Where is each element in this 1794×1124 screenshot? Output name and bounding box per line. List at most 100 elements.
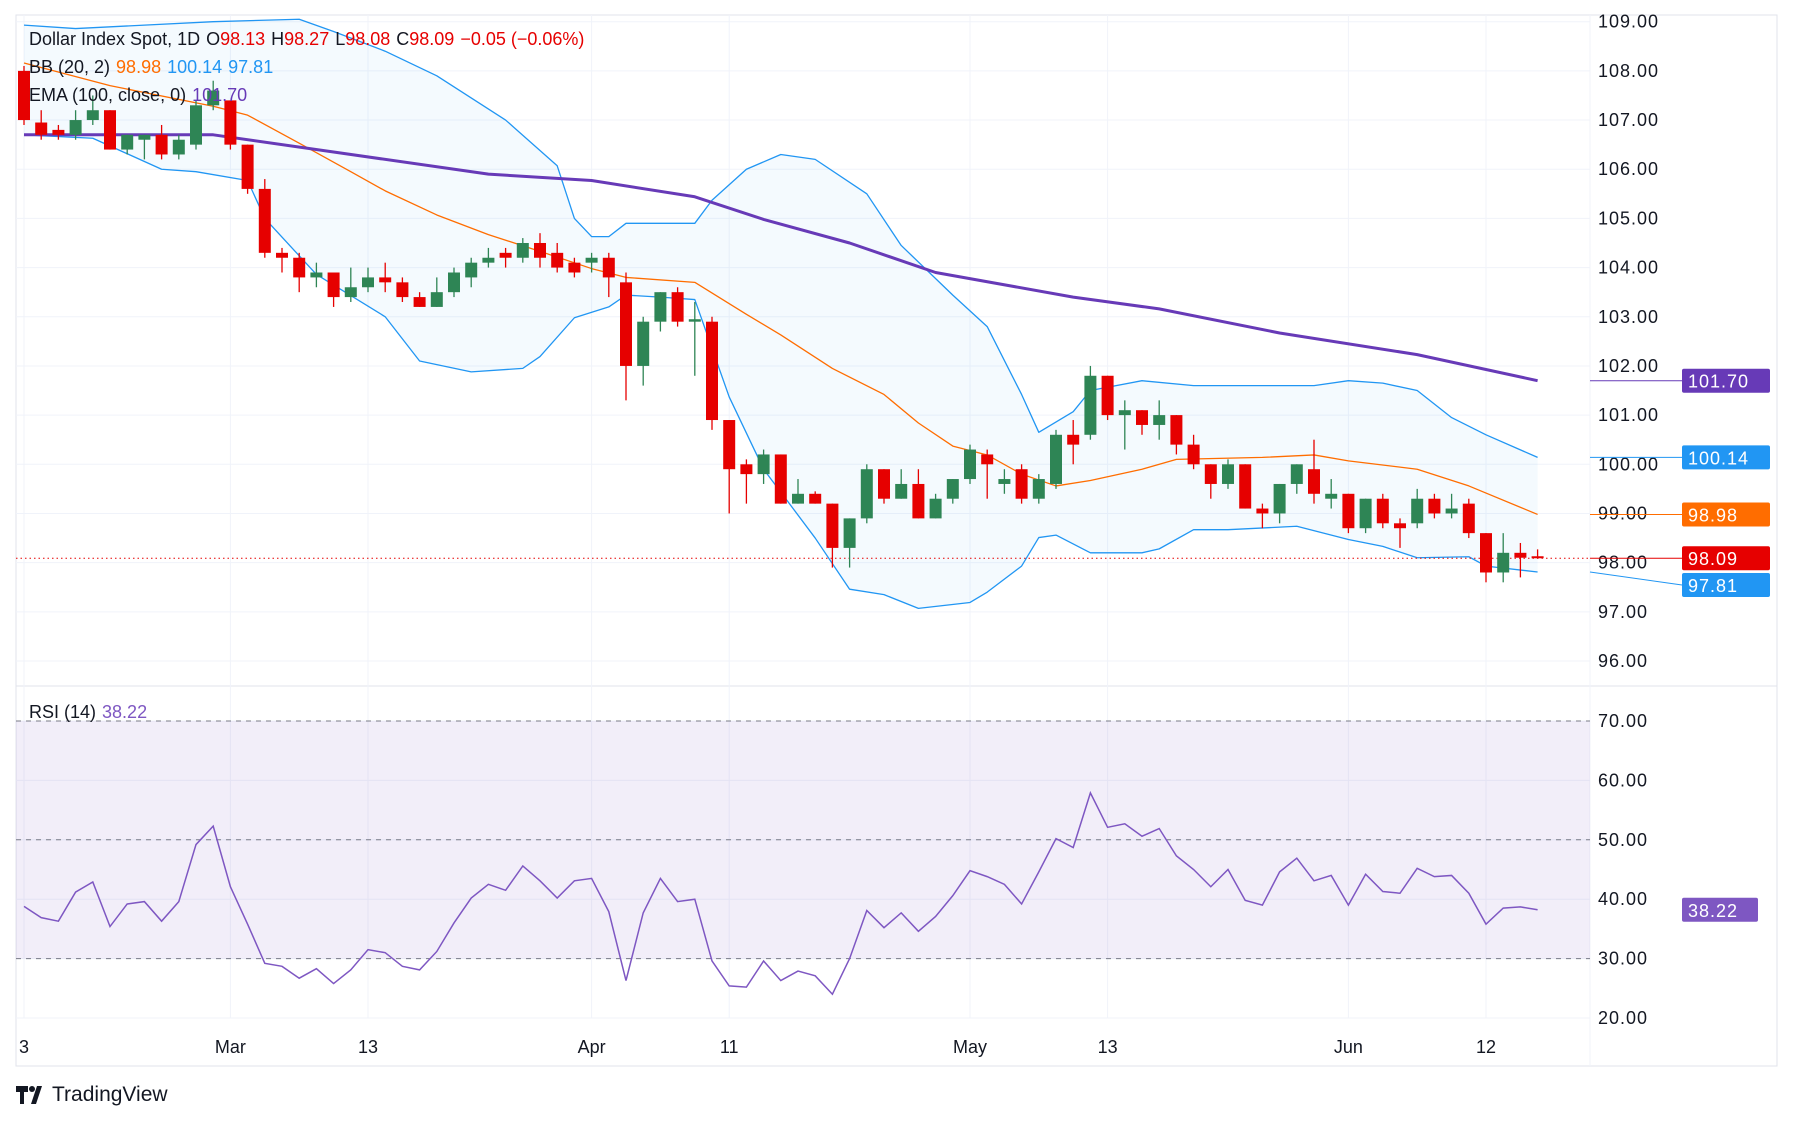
candle [1204,464,1217,499]
candle-body [1170,415,1183,445]
tradingview-logo[interactable]: TradingView [16,1083,168,1107]
candle-body [792,493,804,504]
candle-body [1462,503,1475,534]
rsi-y-tick-label: 40.00 [1598,889,1648,909]
candle-body [276,252,288,258]
candle-body [448,272,460,293]
candle [1497,533,1510,583]
candle [895,469,908,499]
candle-body [1480,533,1492,573]
ema-legend[interactable]: EMA (100, close, 0) 101.70 [29,85,253,106]
x-tick-label: 12 [1476,1037,1496,1057]
candle-body [413,297,426,307]
candle [413,292,426,307]
rsi-legend[interactable]: RSI (14) 38.22 [29,702,153,723]
y-tick-label: 109.00 [1598,12,1659,32]
price-label-text: 97.81 [1688,576,1738,596]
candle-body [998,479,1011,484]
candle-body [1514,552,1527,558]
candle [637,316,650,386]
candle [1015,464,1028,504]
candle-body [1136,410,1148,425]
rsi-y-tick-label: 60.00 [1598,770,1648,790]
candle-body [809,493,822,504]
candle [826,503,839,568]
candle-body [482,257,495,263]
candle-body [1359,498,1372,529]
candle-body [895,483,908,499]
rsi-y-tick-label: 20.00 [1598,1008,1648,1028]
candle [121,134,134,155]
candle [52,124,65,140]
candle-body [1273,483,1286,514]
candle-body [1376,498,1389,524]
candle [69,110,82,140]
candle-body [602,257,615,278]
candle-body [327,272,340,298]
candle [1273,483,1286,524]
candle-body [155,134,168,155]
bb-legend[interactable]: BB (20, 2) 98.98 100.14 97.81 [29,57,279,78]
candle-body [637,321,650,366]
candle [843,518,856,568]
candle-body [929,498,942,519]
x-tick-label: May [953,1037,987,1057]
rsi-line [23,790,1538,996]
candle-body [912,483,925,519]
candle [1308,439,1320,504]
y-tick-label: 108.00 [1598,61,1659,81]
open-label: O [206,29,221,49]
low-label: L [335,29,346,49]
candle [430,277,443,307]
candle-body [138,134,151,140]
candle-body [1342,493,1355,529]
candle-body [172,139,185,155]
candle [1462,498,1475,539]
candle-body [878,469,890,499]
candle [1359,498,1372,534]
close-value: 98.09 [409,29,455,49]
symbol-title: Dollar Index Spot, 1D [29,29,201,49]
open-value: 98.13 [220,29,266,49]
bb-basis-line [23,62,1538,516]
candle [740,459,753,504]
candle [1187,434,1200,470]
bb-label: BB (20, 2) [29,57,111,77]
candle-body [1187,444,1200,465]
candle-body [362,277,374,288]
candle [1514,542,1527,578]
candle [207,80,220,111]
candle-body [18,70,30,121]
candle-body [706,321,718,421]
candle [860,464,873,524]
x-tick-label: 13 [1098,1037,1118,1057]
rsi-value: 38.22 [102,702,148,722]
candle-body [843,518,856,548]
candle-body [1497,552,1510,573]
candle-body [1050,434,1062,484]
candle-body [430,292,443,307]
candle-body [293,257,306,278]
bb-upper-value: 100.14 [167,57,223,77]
candle-body [207,90,220,106]
y-tick-label: 97.00 [1598,602,1648,622]
candle [1428,493,1441,519]
candle-body [585,257,598,263]
candle [276,247,288,273]
candle-body [1308,469,1320,494]
candle [964,444,976,484]
x-tick-label: 13 [358,1037,378,1057]
y-tick-label: 106.00 [1598,159,1659,179]
rsi-y-tick-label: 50.00 [1598,830,1648,850]
candle-body [946,479,959,499]
candle-body [723,420,736,470]
tradingview-logo-icon [16,1086,42,1104]
close-label: C [396,29,410,49]
low-value: 98.08 [345,29,391,49]
candle [602,252,615,298]
chart-frame [15,14,1778,1067]
symbol-legend: Dollar Index Spot, 1D O98.13 H98.27 L98.08 C… [29,29,590,50]
candle [1153,400,1166,440]
candle-body [121,134,134,150]
